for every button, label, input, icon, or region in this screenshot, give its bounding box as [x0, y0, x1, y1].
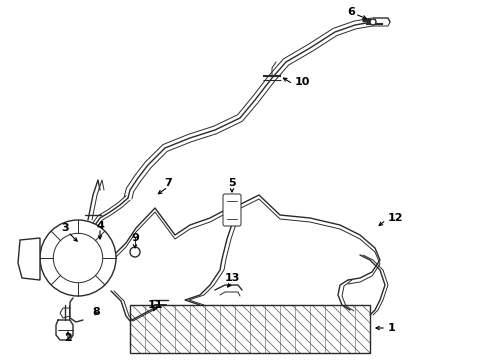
Text: 10: 10 [295, 77, 310, 87]
Text: 11: 11 [147, 300, 163, 310]
Text: 4: 4 [96, 221, 104, 231]
Text: 9: 9 [131, 233, 139, 243]
Circle shape [370, 19, 376, 25]
Circle shape [53, 233, 103, 283]
Text: 1: 1 [388, 323, 396, 333]
Text: 6: 6 [347, 7, 355, 17]
Text: 3: 3 [61, 223, 69, 233]
Text: 12: 12 [388, 213, 403, 223]
Circle shape [40, 220, 116, 296]
Text: 5: 5 [228, 178, 236, 188]
Polygon shape [18, 238, 40, 280]
Text: 8: 8 [92, 307, 100, 317]
Text: 2: 2 [64, 333, 72, 343]
FancyBboxPatch shape [223, 194, 241, 226]
Text: 13: 13 [224, 273, 240, 283]
Text: 7: 7 [164, 178, 172, 188]
Bar [130, 305, 370, 353]
Circle shape [130, 247, 140, 257]
